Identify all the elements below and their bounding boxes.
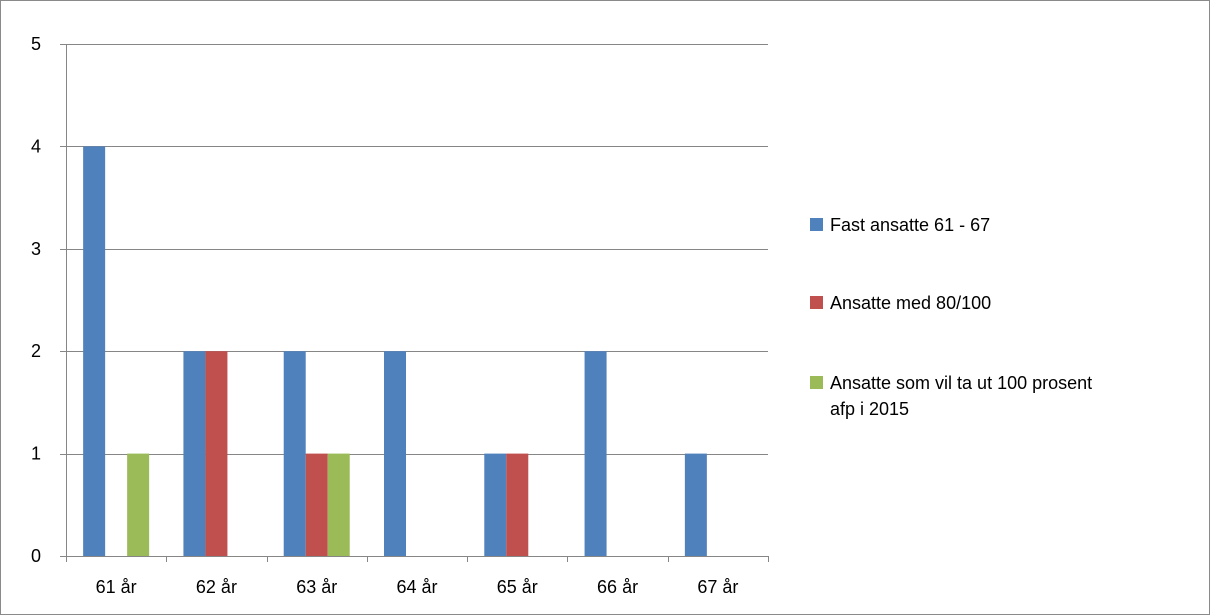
y-tick-label: 5 (31, 34, 41, 54)
bar-3-3 (327, 453, 350, 556)
bars (83, 146, 707, 556)
y-tick-labels: 0 1 2 3 4 5 (31, 34, 41, 566)
x-tick-label: 67 år (697, 577, 738, 597)
bar-2-5 (506, 453, 529, 556)
gridlines (66, 44, 768, 455)
legend-swatch-3 (810, 376, 823, 389)
bar-1-1 (83, 146, 106, 556)
x-tick-labels: 61 år 62 år 63 år 64 år 65 år 66 år 67 år (96, 577, 739, 597)
x-tick-label: 61 år (96, 577, 137, 597)
bar-2-2 (205, 351, 228, 556)
bar-1-6 (584, 351, 607, 556)
bar-1-4 (384, 351, 406, 556)
bar-2-3 (305, 453, 328, 556)
x-tick-label: 64 år (396, 577, 437, 597)
bar-1-5 (484, 453, 507, 556)
legend-label-1: Fast ansatte 61 - 67 (830, 215, 990, 235)
bar-1-7 (684, 453, 707, 556)
bar-3-1 (127, 453, 150, 556)
bar-1-2 (183, 351, 206, 556)
legend-swatch-1 (810, 218, 823, 231)
x-tick-label: 66 år (597, 577, 638, 597)
legend: Fast ansatte 61 - 67 Ansatte med 80/100 An… (810, 215, 1092, 419)
y-tick-label: 3 (31, 239, 41, 259)
legend-swatch-2 (810, 296, 823, 309)
y-tick-label: 0 (31, 546, 41, 566)
legend-label-2: Ansatte med 80/100 (830, 293, 991, 313)
y-tick-label: 4 (31, 136, 41, 156)
x-tick-label: 65 år (497, 577, 538, 597)
legend-label-3: Ansatte som vil ta ut 100 prosent afp i 2… (830, 373, 1092, 419)
x-tick-label: 63 år (296, 577, 337, 597)
bar-1-3 (283, 351, 306, 556)
y-tick-label: 2 (31, 341, 41, 361)
y-tick-label: 1 (31, 444, 41, 464)
x-tick-label: 62 år (196, 577, 237, 597)
axes (60, 44, 769, 562)
